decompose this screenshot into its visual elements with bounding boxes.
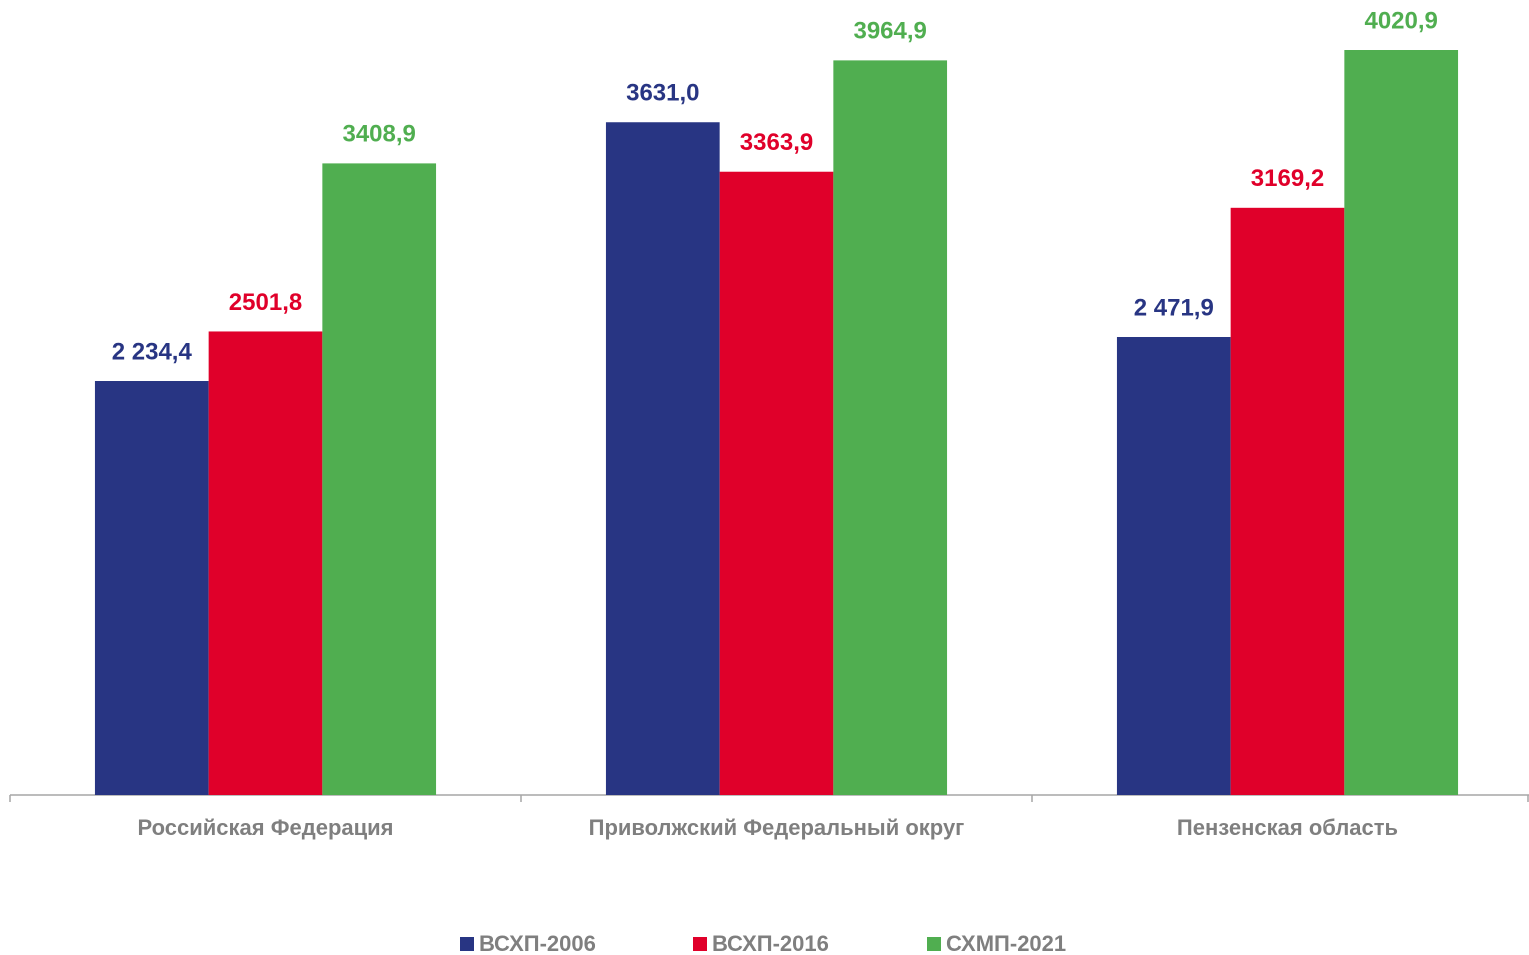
legend-swatch	[693, 937, 707, 951]
legend-label: СХМП-2021	[946, 931, 1066, 955]
data-label: 2 234,4	[112, 338, 193, 365]
data-label: 3964,9	[853, 18, 926, 45]
data-label: 3169,2	[1251, 165, 1324, 192]
x-tick-label: Пензенская область	[1177, 815, 1398, 840]
data-label: 3631,0	[626, 80, 699, 107]
bar	[1230, 207, 1345, 796]
legend-label: ВСХП-2006	[479, 931, 596, 955]
bar	[94, 381, 209, 795]
bar	[322, 163, 437, 795]
bar	[208, 331, 323, 795]
bar	[1344, 50, 1459, 795]
x-tick-label: Российская Федерация	[138, 815, 394, 840]
bar	[1116, 337, 1231, 795]
data-label: 4020,9	[1364, 7, 1437, 34]
data-label: 3408,9	[342, 121, 415, 148]
legend-swatch	[460, 937, 474, 951]
x-tick-label: Приволжский Федеральный округ	[589, 815, 965, 840]
bar	[833, 60, 948, 795]
bar	[605, 122, 720, 796]
data-label: 3363,9	[740, 129, 813, 156]
data-label: 2 471,9	[1134, 294, 1214, 321]
legend-swatch	[927, 937, 941, 951]
legend-label: ВСХП-2016	[712, 931, 829, 955]
bar	[719, 171, 834, 795]
data-label: 2501,8	[229, 289, 302, 316]
